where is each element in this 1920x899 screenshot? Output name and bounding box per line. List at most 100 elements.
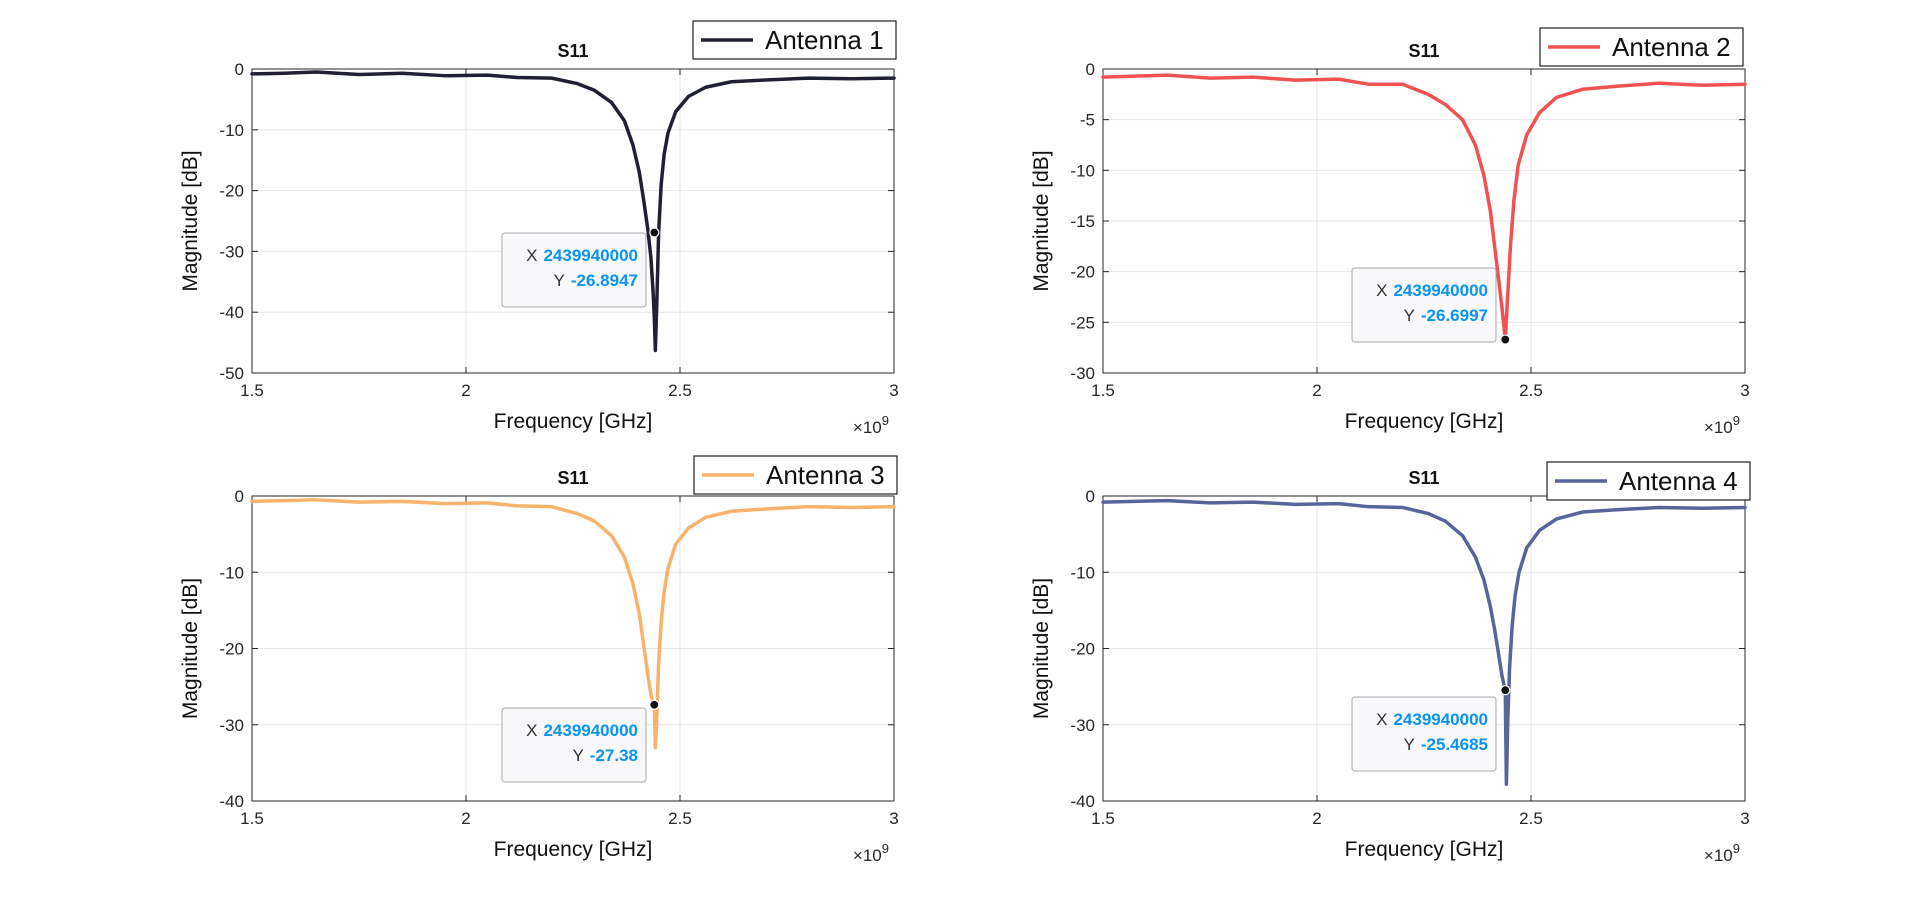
x-exponent-label: ×109 [1704,413,1740,437]
x-exponent-label: ×109 [853,841,889,865]
y-tick-label: -50 [219,364,244,383]
data-tip-marker[interactable] [649,227,660,238]
chart-panel-3: 1.5 2 2.5 3 0 -10 -20 -30 -40 S11 Frequency [GHz] M… [179,455,899,865]
legend-label: Antenna 2 [1612,32,1731,62]
x-axis-label: Frequency [GHz] [494,410,653,433]
chart-title: S11 [1408,468,1439,488]
chart-panel-4: 1.5 2 2.5 3 0 -10 -20 -30 -40 S11 Frequency [GHz] M… [1030,461,1751,865]
x-tick-label: 2 [461,381,470,400]
x-exponent-label: ×109 [853,413,889,437]
data-tip-y-value: -25.4685 [1421,735,1488,754]
y-tick-label: -30 [219,242,244,261]
y-tick-label: 0 [1086,60,1095,79]
legend[interactable]: Antenna 1 [692,20,897,60]
data-tip-x-row: X 2439940000 [1376,710,1488,729]
x-tick-label: 1.5 [1091,381,1115,400]
data-tip-x-value: 2439940000 [1393,710,1488,729]
data-tip-y-label: Y [1404,306,1415,325]
x-exponent-power: 9 [1733,841,1740,856]
legend-label: Antenna 4 [1619,466,1738,496]
y-tick-label: -10 [1070,161,1095,180]
data-tip-marker[interactable] [1500,685,1511,696]
data-tip-y-value: -27.38 [590,746,638,765]
data-tip-marker[interactable] [1500,334,1511,345]
legend[interactable]: Antenna 4 [1546,461,1751,501]
x-tick-label: 2 [1312,381,1321,400]
data-tip[interactable]: X 2439940000 Y -26.8947 [501,227,660,308]
data-tip-box [501,232,647,308]
legend-label: Antenna 1 [765,25,884,55]
x-axis-label: Frequency [GHz] [1345,410,1504,433]
data-tip-y-label: Y [1404,735,1415,754]
x-tick-label: 2.5 [668,809,692,828]
data-tip-x-row: X 2439940000 [1376,281,1488,300]
chart-panel-1: 1.5 2 2.5 3 0 -10 -20 -30 -40 -50 S11 Frequency [GH… [179,20,899,437]
data-tip-box [1351,696,1497,772]
x-tick-label: 3 [1740,809,1749,828]
x-tick-label: 3 [889,381,898,400]
y-tick-label: -20 [219,640,244,659]
x-exponent-label: ×109 [1704,841,1740,865]
chart-title: S11 [557,468,588,488]
x-tick-label: 3 [1740,381,1749,400]
y-tick-label: -5 [1080,111,1095,130]
x-exponent-base: ×10 [853,846,882,865]
y-tick-label: -15 [1070,212,1095,231]
data-tip-y-value: -26.8947 [571,271,638,290]
x-tick-label: 1.5 [240,381,264,400]
y-tick-label: -25 [1070,313,1095,332]
data-tip-marker[interactable] [649,699,660,710]
data-tip-x-label: X [1376,710,1387,729]
y-axis-label: Magnitude [dB] [179,578,202,719]
data-tip-x-value: 2439940000 [1393,281,1488,300]
legend[interactable]: Antenna 3 [693,455,898,495]
x-exponent-power: 9 [1733,413,1740,428]
y-tick-label: -20 [219,182,244,201]
series-line-1 [1101,73,1747,342]
data-tip[interactable]: X 2439940000 Y -27.38 [501,699,660,783]
legend[interactable]: Antenna 2 [1539,27,1744,67]
x-tick-label: 2.5 [1519,809,1543,828]
axes-box [251,68,895,374]
data-tip-y-row: Y -26.8947 [554,271,638,290]
x-exponent-base: ×10 [1704,846,1733,865]
x-exponent-power: 9 [882,413,889,428]
chart-panel-2: 1.5 2 2.5 3 0 -5 -10 -15 -20 -25 -30 S11 Frequency [… [1030,27,1750,437]
data-tip-x-row: X 2439940000 [526,721,638,740]
data-tip-y-row: Y -25.4685 [1404,735,1488,754]
data-tip-x-value: 2439940000 [543,721,638,740]
y-tick-label: -20 [1070,640,1095,659]
y-axis-label: Magnitude [dB] [179,150,202,291]
data-tip[interactable]: X 2439940000 Y -26.6997 [1351,267,1511,345]
y-axis-label: Magnitude [dB] [1030,578,1053,719]
data-tip-x-value: 2439940000 [543,246,638,265]
x-tick-label: 2.5 [668,381,692,400]
x-exponent-power: 9 [882,841,889,856]
data-tip[interactable]: X 2439940000 Y -25.4685 [1351,685,1511,772]
data-tip-y-value: -26.6997 [1421,306,1488,325]
x-exponent-base: ×10 [1704,418,1733,437]
x-axis-label: Frequency [GHz] [494,838,653,861]
x-tick-label: 2.5 [1519,381,1543,400]
data-tip-y-label: Y [572,746,583,765]
x-exponent-base: ×10 [853,418,882,437]
series-line-1 [250,70,896,353]
data-tip-x-label: X [526,246,537,265]
y-tick-label: -10 [219,121,244,140]
y-tick-label: -40 [219,792,244,811]
y-tick-label: -20 [1070,263,1095,282]
y-tick-label: -30 [219,716,244,735]
y-tick-label: -10 [1070,563,1095,582]
legend-label: Antenna 3 [766,460,885,490]
data-tip-y-row: Y -27.38 [572,746,638,765]
x-tick-label: 3 [889,809,898,828]
x-axis-label: Frequency [GHz] [1345,838,1504,861]
x-tick-label: 2 [461,809,470,828]
y-tick-label: 0 [235,60,244,79]
x-tick-label: 2 [1312,809,1321,828]
y-tick-label: -40 [219,303,244,322]
x-tick-label: 1.5 [1091,809,1115,828]
y-tick-label: -10 [219,563,244,582]
x-tick-label: 1.5 [240,809,264,828]
